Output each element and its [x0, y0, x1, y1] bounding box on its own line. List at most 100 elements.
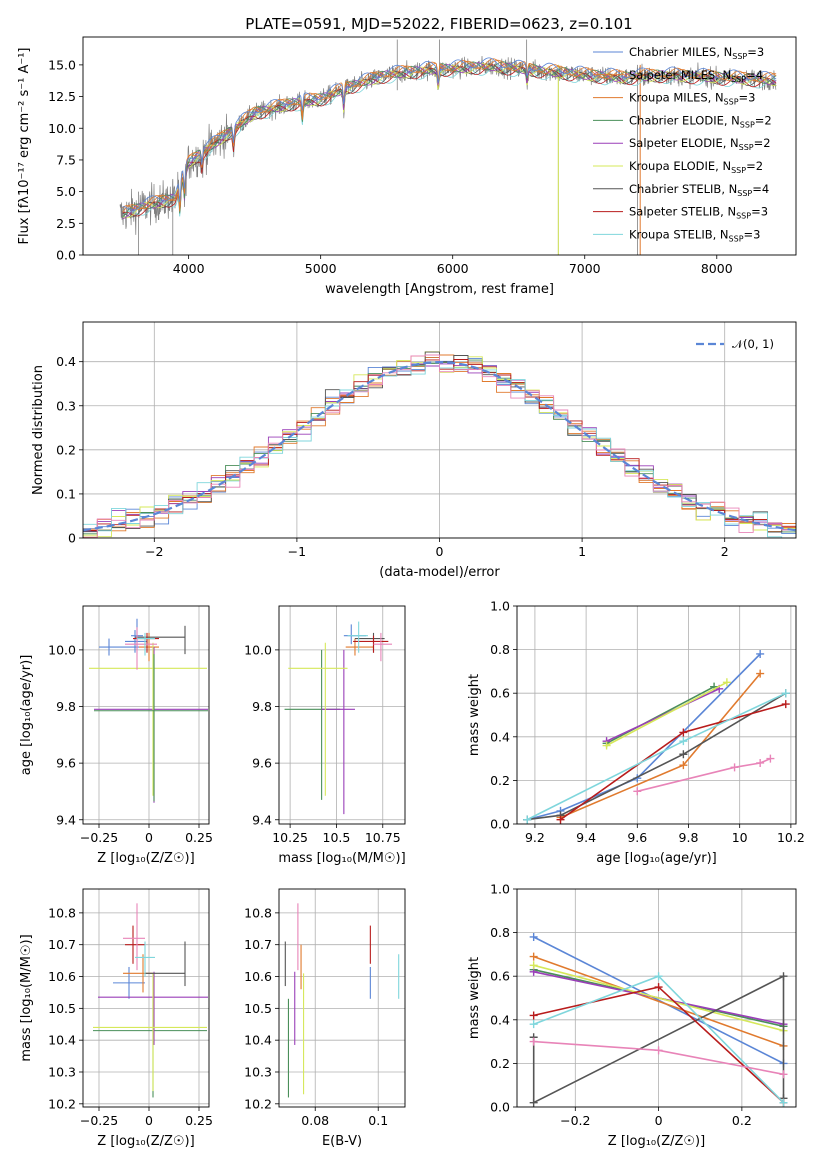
legend-entry: 𝒩(0, 1) [732, 337, 774, 351]
errorbar-point [288, 642, 348, 796]
x-tick-label: 0 [655, 1113, 663, 1128]
legend-entry: Chabrier ELODIE, NSSP=2 [629, 113, 772, 129]
y-tick-label: 15.0 [48, 57, 76, 72]
series-line [533, 936, 784, 1065]
x-tick-label: 5000 [305, 261, 337, 276]
x-tick-label: 10 [732, 830, 748, 845]
figure-title: PLATE=0591, MJD=52022, FIBERID=0623, z=0… [245, 15, 632, 33]
spectrum-legend: Chabrier MILES, NSSP=3 Salpeter MILES, NS… [593, 45, 772, 243]
weight-series [529, 972, 788, 1107]
y-tick-label: 10.7 [48, 937, 76, 952]
x-axis-label: wavelength [Angstrom, rest frame] [325, 282, 554, 297]
y-tick-label: 10.5 [244, 1001, 272, 1016]
x-tick-label: 6000 [437, 261, 469, 276]
y-axis-label: Normed distribution [31, 365, 46, 495]
x-tick-label: 10.75 [365, 830, 401, 845]
y-tick-label: 10.0 [48, 121, 76, 136]
series-line [532, 974, 785, 1104]
panel-spectrum: 4000 5000 6000 7000 8000 0.0 2.5 5.0 7.5 10.0 12.5… [17, 36, 797, 297]
y-tick-label: 0.1 [56, 486, 76, 501]
errorbar-point [137, 632, 155, 656]
series-marker [529, 952, 538, 961]
x-tick-label: 4000 [173, 261, 205, 276]
x-axis-label: E(B-V) [322, 1134, 362, 1149]
x-tick-label: 0.25 [185, 1113, 213, 1128]
y-tick-label: 9.8 [252, 699, 272, 714]
errorbar-point [125, 925, 145, 964]
errorbar-point [145, 941, 186, 987]
y-tick-label: 10.4 [244, 1033, 272, 1048]
axes-frame [82, 321, 797, 539]
series-line [606, 685, 715, 745]
x-tick-label: 9.2 [525, 830, 545, 845]
series-line [637, 757, 771, 793]
series-line [606, 688, 720, 742]
plot-area-age_vs_Z [83, 606, 209, 824]
panel-weight_vs_age: 9.2 9.4 9.6 9.8 10 10.2 0.0 0.2 0.4 0.6 0.8 1.0 age … [467, 599, 805, 867]
errorbar-point [113, 966, 145, 999]
errorbar-point [93, 973, 207, 1092]
y-tick-label: 0.0 [56, 248, 76, 263]
spectrum-model-line [122, 58, 777, 210]
x-tick-label: 0.25 [185, 830, 213, 845]
weight-series [633, 754, 775, 796]
series-marker [654, 1046, 663, 1055]
x-tick-label: 0 [436, 544, 444, 559]
y-tick-label: 10.4 [48, 1033, 76, 1048]
x-axis-label: Z [log₁₀(Z/Z☉)] [97, 1134, 194, 1149]
y-tick-label: 10.2 [244, 1096, 272, 1111]
x-tick-label: 9.8 [679, 830, 699, 845]
series-marker [602, 741, 611, 750]
y-tick-label: 10.7 [244, 937, 272, 952]
x-tick-label: 1 [578, 544, 586, 559]
y-tick-label: 7.5 [56, 152, 76, 167]
axes-frame [516, 888, 797, 1108]
y-tick-label: 0.0 [490, 1100, 510, 1115]
legend-entry: Kroupa STELIB, NSSP=3 [629, 227, 760, 243]
y-tick-label: 10.3 [48, 1064, 76, 1079]
x-axis-label: age [log₁₀(age/yr)] [596, 851, 717, 866]
spectrum-model-line [122, 59, 777, 213]
series-marker [781, 689, 790, 698]
series-marker [633, 787, 642, 796]
y-tick-label: 0.2 [490, 773, 510, 788]
series-marker [679, 761, 688, 770]
legend-entry: Salpeter STELIB, NSSP=3 [629, 205, 768, 221]
plot-area-weight_vs_Z [517, 889, 796, 1107]
axes-frame [82, 36, 797, 256]
y-tick-label: 9.4 [252, 812, 272, 827]
y-tick-label: 10.3 [244, 1064, 272, 1079]
errorbar-point [135, 941, 155, 977]
y-axis-label: mass weight [467, 957, 482, 1039]
plot-area-weight_vs_age [517, 606, 796, 824]
x-tick-label: −0.2 [560, 1113, 590, 1128]
plot-area-spectrum [119, 39, 777, 255]
errorbar-point [94, 647, 208, 803]
series-marker [779, 1070, 788, 1079]
series-marker [756, 649, 765, 658]
y-tick-label: 5.0 [56, 184, 76, 199]
y-tick-label: 0.8 [490, 925, 510, 940]
series-line [526, 692, 787, 821]
weight-series [602, 678, 731, 750]
y-tick-label: 0.4 [490, 1012, 510, 1027]
axes-frame [516, 605, 797, 825]
x-tick-label: −2 [145, 544, 163, 559]
series-marker [756, 758, 765, 767]
plot-area-age_vs_mass [279, 606, 405, 824]
errorbar-point [125, 630, 147, 653]
plot-area-mass_vs_EBV [279, 889, 405, 1107]
y-tick-label: 1.0 [490, 599, 510, 614]
y-tick-label: 9.4 [56, 812, 76, 827]
errorbar-point [347, 621, 368, 653]
series-marker [766, 754, 775, 763]
series-marker [730, 763, 739, 772]
plot-area-mass_vs_Z [83, 889, 209, 1107]
y-tick-label: 1.0 [490, 882, 510, 897]
spectrum-model-line [122, 65, 777, 218]
panel-mass_vs_EBV: 0.08 0.1 10.2 10.3 10.4 10.5 10.6 10.7 10.8 E(B-V… [244, 888, 406, 1149]
x-axis-label: (data-model)/error [379, 565, 500, 580]
series-marker [556, 815, 565, 824]
panel-mass_vs_Z: −0.25 0 0.25 10.2 10.3 10.4 10.5 10.6 10.7 10.8 Z … [19, 888, 213, 1149]
